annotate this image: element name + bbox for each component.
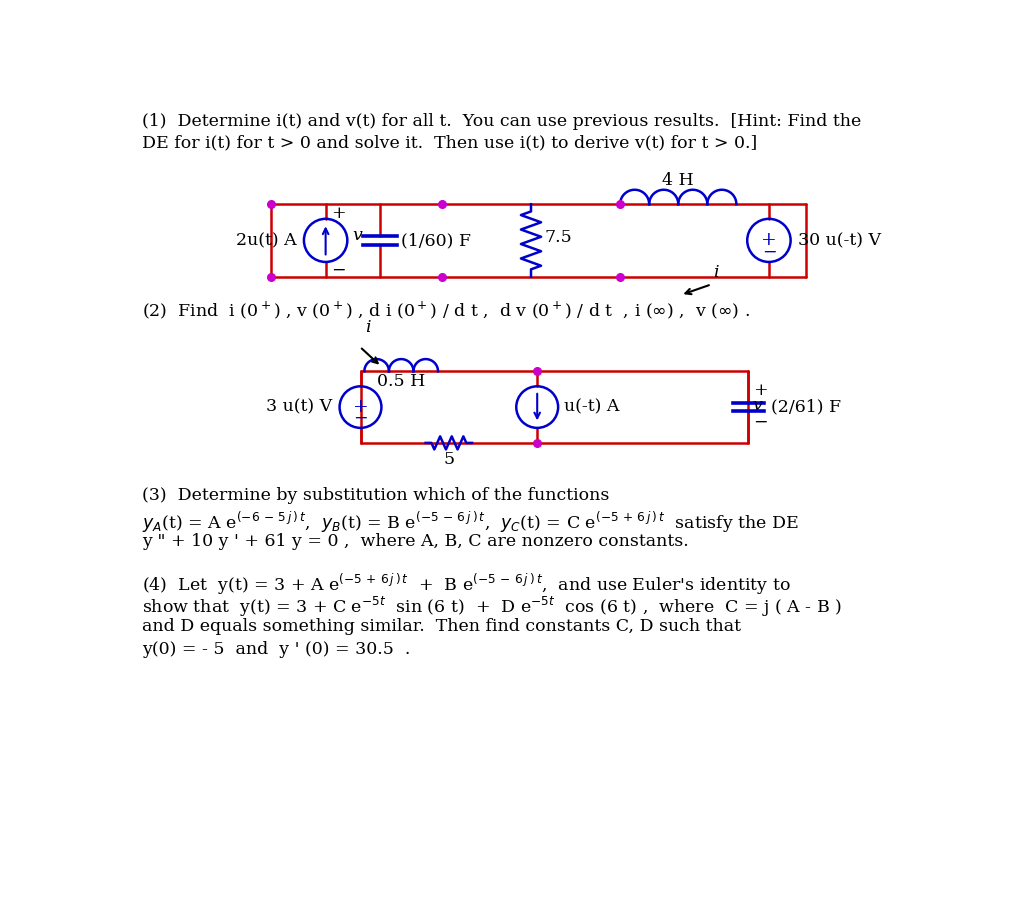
- Text: 5: 5: [443, 451, 455, 468]
- Text: 2u(t) A: 2u(t) A: [236, 232, 296, 249]
- Text: −: −: [331, 262, 345, 279]
- Text: (2/61) F: (2/61) F: [771, 399, 842, 416]
- Text: 7.5: 7.5: [545, 229, 572, 246]
- Text: u(-t) A: u(-t) A: [564, 399, 620, 416]
- Text: 3 u(t) V: 3 u(t) V: [265, 399, 332, 416]
- Text: v: v: [753, 397, 763, 414]
- Text: 4 H: 4 H: [663, 172, 694, 188]
- Text: v: v: [352, 227, 361, 245]
- Text: −: −: [762, 244, 776, 261]
- Text: +: +: [352, 398, 369, 416]
- Text: y " + 10 y ' + 61 y = 0 ,  where A, B, C are nonzero constants.: y " + 10 y ' + 61 y = 0 , where A, B, C …: [142, 533, 689, 550]
- Text: +: +: [753, 381, 767, 399]
- Text: (1/60) F: (1/60) F: [400, 232, 471, 249]
- Text: −: −: [753, 414, 767, 431]
- Text: +: +: [331, 205, 346, 222]
- Text: 0.5 H: 0.5 H: [377, 373, 425, 390]
- Text: 30 u(-t) V: 30 u(-t) V: [799, 232, 882, 249]
- Text: (1)  Determine i(t) and v(t) for all t.  You can use previous results.  [Hint: F: (1) Determine i(t) and v(t) for all t. Y…: [142, 113, 861, 130]
- Text: i: i: [366, 319, 371, 336]
- Text: (3)  Determine by substitution which of the functions: (3) Determine by substitution which of t…: [142, 487, 609, 504]
- Text: (2)  Find  i (0$^+$) , v (0$^+$) , d i (0$^+$) / d t ,  d v (0$^+$) / d t  , i (: (2) Find i (0$^+$) , v (0$^+$) , d i (0$…: [142, 300, 750, 322]
- Text: y(0) = - 5  and  y ' (0) = 30.5  .: y(0) = - 5 and y ' (0) = 30.5 .: [142, 641, 411, 658]
- Text: $y_A$(t) = A e$^{(-6\,-\,5\,j\,)\,t}$,  $y_B$(t) = B e$^{(-5\,-\,6\,j\,)\,t}$,  : $y_A$(t) = A e$^{(-6\,-\,5\,j\,)\,t}$, $…: [142, 510, 799, 535]
- Text: DE for i(t) for t > 0 and solve it.  Then use i(t) to derive v(t) for t > 0.]: DE for i(t) for t > 0 and solve it. Then…: [142, 134, 757, 151]
- Text: show that  y(t) = 3 + C e$^{-5t}$  sin (6 t)  +  D e$^{-5t}$  cos (6 t) ,  where: show that y(t) = 3 + C e$^{-5t}$ sin (6 …: [142, 594, 842, 619]
- Text: (4)  Let  y(t) = 3 + A e$^{(-5\,+\,6\,j\,)\,t}$  +  B e$^{(-5\,-\,6\,j\,)\,t}$, : (4) Let y(t) = 3 + A e$^{(-5\,+\,6\,j\,)…: [142, 572, 791, 597]
- Text: and D equals something similar.  Then find constants C, D such that: and D equals something similar. Then fin…: [142, 618, 741, 635]
- Text: −: −: [353, 410, 368, 427]
- Text: +: +: [761, 231, 777, 249]
- Text: i: i: [713, 265, 719, 281]
